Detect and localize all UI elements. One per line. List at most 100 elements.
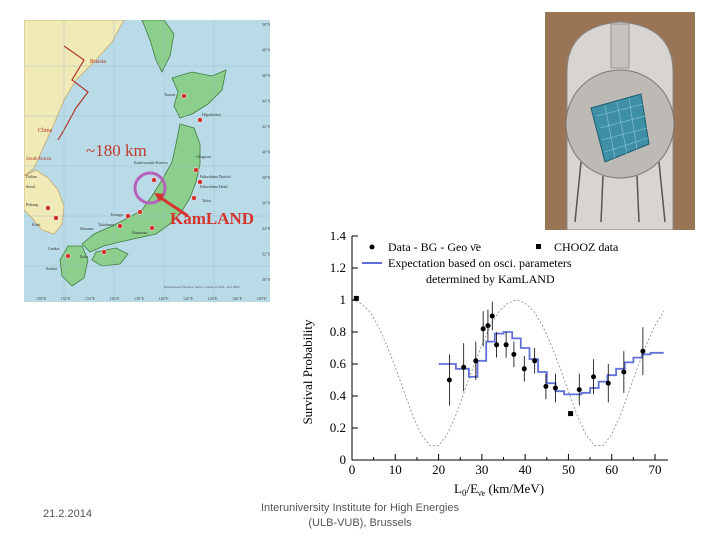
graticule: [24, 20, 270, 302]
longitude-label: 144°E: [208, 296, 219, 301]
axis-ticks: 0 10 20 30 40 50 60 70 0 0.2 0.4 0.6 0.8 1 1.2 1.4: [330, 232, 662, 477]
country-label-south-korea: South Korea: [26, 157, 52, 162]
latitude-label: 38°N: [262, 175, 270, 180]
country-label-china: China: [38, 128, 53, 134]
footer-institute: Interuniversity Institute for High Energ…: [250, 501, 470, 531]
y-tick-label: 0.8: [330, 324, 346, 339]
support-legs: [574, 161, 666, 223]
latitude-label: 30°N: [262, 277, 270, 282]
legend-chooz-label: CHOOZ data: [554, 240, 619, 254]
kamland-location-circle: [133, 171, 167, 205]
city-label: Dalian: [26, 174, 37, 179]
latitude-label: 34°N: [262, 226, 270, 231]
reactor-site-marker: [181, 93, 187, 99]
city-label: Kashiwazaki-Kariwa: [134, 160, 168, 165]
latitude-label: 48°N: [262, 48, 270, 53]
longitude-label: 134°E: [85, 296, 96, 301]
y-tick-label: 0: [340, 452, 347, 467]
legend-expectation-label-2: determined by KamLAND: [426, 272, 555, 286]
reactor-site-marker: [101, 249, 107, 255]
country-label-russia: Russia: [90, 59, 106, 65]
data-point: [503, 342, 509, 348]
city-label: Tsuruga: [110, 212, 123, 217]
x-tick-label: 20: [432, 462, 445, 477]
latitude-label: 36°N: [262, 201, 270, 206]
distance-label: ~180 km: [86, 141, 147, 160]
longitude-label: 148°E: [257, 296, 268, 301]
reactor-site-marker: [117, 223, 123, 229]
data-point: [532, 358, 538, 364]
city-label: Higashidori: [202, 112, 222, 117]
y-tick-label: 0.6: [330, 356, 347, 371]
y-tick-label: 1: [340, 292, 347, 307]
x-tick-label: 10: [389, 462, 402, 477]
reactor-site-marker: [197, 179, 203, 185]
city-label: Genkai: [48, 246, 60, 251]
chooz-point: [353, 295, 359, 301]
footer-institute-line-1: Interuniversity Institute for High Energ…: [260, 502, 460, 514]
kamland-detector-illustration: [545, 12, 695, 230]
chooz-points: [353, 295, 574, 417]
reactor-site-marker: [193, 167, 199, 173]
reactor-site-marker: [125, 213, 131, 219]
latitude-label: 46°N: [262, 73, 270, 78]
data-point: [473, 358, 479, 364]
y-axis-label: Survival Probability: [300, 319, 315, 425]
reactor-site-marker: [53, 215, 59, 221]
data-point: [480, 326, 486, 332]
reactor-site-marker: [149, 225, 155, 231]
legend-chooz-marker: [536, 244, 541, 249]
latitude-label: 40°N: [262, 150, 270, 155]
data-point: [605, 380, 611, 386]
pmt-grid: [596, 97, 649, 159]
longitude-labels: 130°E 132°E 134°E 136°E 138°E 140°E 142°E 144°E…: [36, 296, 267, 301]
legend-expectation-label-1: Expectation based on osci. parameters: [388, 256, 572, 270]
reactor-site-marker: [197, 117, 203, 123]
longitude-label: 140°E: [159, 296, 170, 301]
legend-data-marker: [369, 244, 375, 250]
expectation-step-line: [438, 331, 664, 396]
city-labels: Dalian Seoul Pohang Korit Genkai Sendai Ikata S…: [26, 92, 231, 271]
chooz-point: [568, 411, 574, 417]
city-label: Fukushima Daini: [200, 184, 229, 189]
data-point: [485, 323, 491, 329]
photomultiplier-array: [590, 93, 650, 163]
x-tick-label: 50: [562, 462, 575, 477]
reactor-site-marker: [151, 177, 157, 183]
shikoku: [91, 247, 129, 267]
y-tick-label: 1.4: [330, 232, 347, 243]
x-axis-label-middle: /E: [466, 481, 478, 496]
x-axis-label-subscript: 0: [462, 488, 467, 498]
x-axis-label: L0/Eν̄e (km/MeV): [454, 481, 544, 498]
expectation-line: [438, 331, 664, 396]
kamland-logo: KamLAND: [170, 209, 254, 228]
footer-date: 21.2.2014: [43, 508, 92, 520]
x-axis-label-main: L: [454, 481, 462, 496]
japan-reactor-map: Russia China South Korea ~180 km KamLAND…: [24, 20, 270, 302]
longitude-label: 130°E: [36, 296, 47, 301]
survival-probability-chart: 0 10 20 30 40 50 60 70 0 0.2 0.4 0.6 0.8 1 1.2 1.4 Data…: [300, 232, 668, 498]
reactor-site-marker: [137, 209, 143, 215]
legend: Data - BG - Geo ν̄e CHOOZ data Expectati…: [362, 240, 619, 286]
data-point: [640, 348, 646, 354]
plot-frame: [351, 236, 668, 461]
kamland-arrow-head: [154, 193, 164, 202]
reactor-site-marker: [191, 195, 197, 201]
longitude-label: 132°E: [61, 296, 72, 301]
x-tick-label: 40: [519, 462, 532, 477]
detector-chimney: [610, 23, 630, 69]
data-point: [543, 383, 549, 389]
city-label: Korit: [32, 222, 41, 227]
city-label: Pohang: [26, 202, 38, 207]
latitude-label: 42°N: [262, 124, 270, 129]
data-point: [591, 374, 597, 380]
hokkaido: [171, 69, 227, 119]
y-tick-label: 0.4: [330, 388, 347, 403]
city-label: Shimane: [80, 226, 94, 231]
latitude-labels: 50°N 48°N 46°N 44°N 42°N 40°N 38°N 36°N 34°N 32°N…: [262, 22, 270, 282]
latitude-label: 32°N: [262, 252, 270, 257]
honshu: [81, 123, 201, 253]
data-point: [446, 377, 452, 383]
data-point: [621, 369, 627, 375]
data-point: [489, 313, 495, 319]
